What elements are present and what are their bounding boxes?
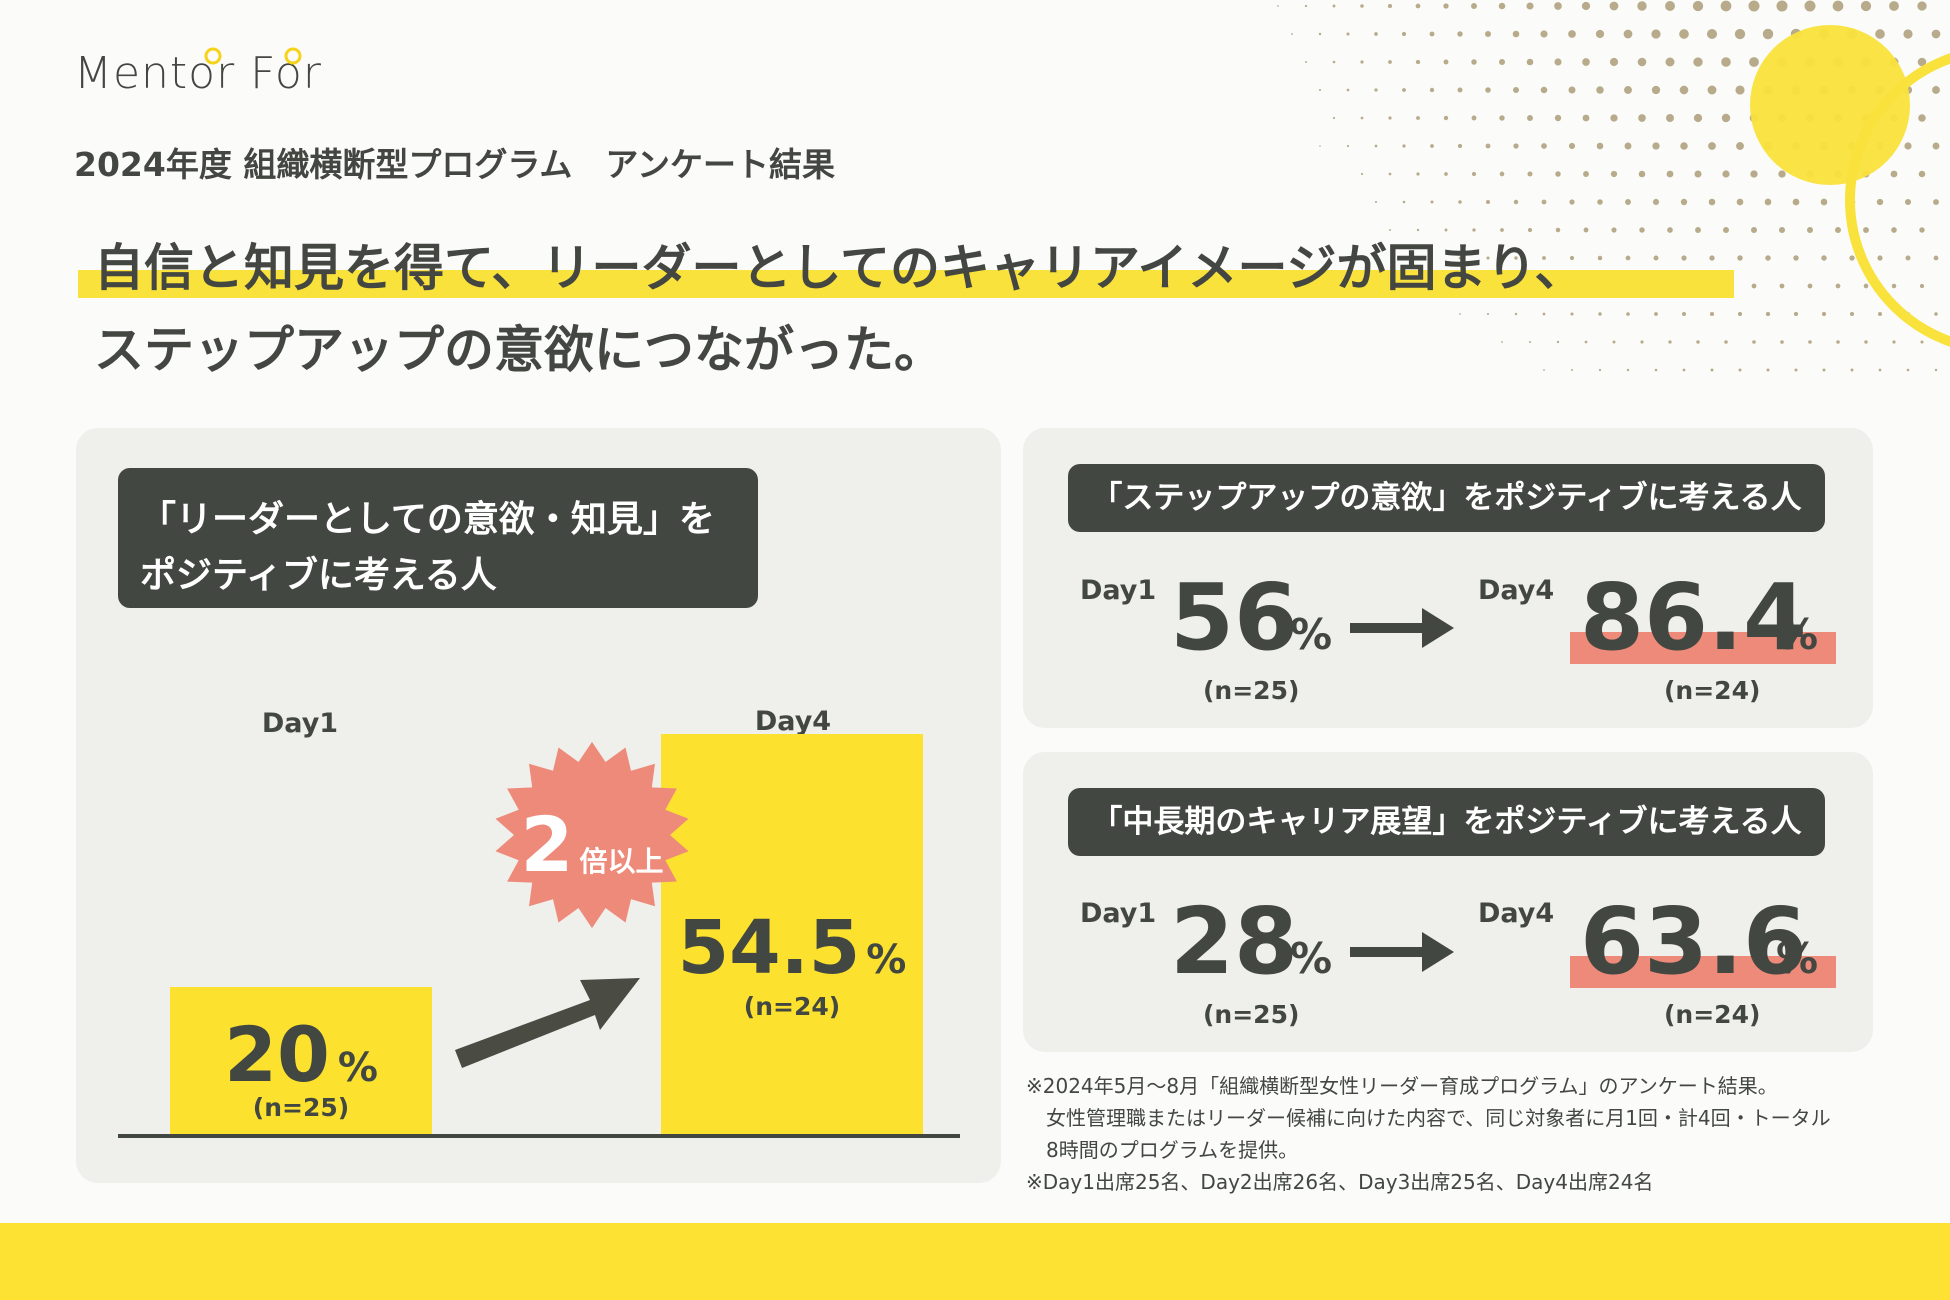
leader-chart-title-line-1: 「リーダーとしての意欲・知見」を bbox=[140, 499, 715, 540]
stepup-day1-n: (n=25) bbox=[1203, 676, 1300, 705]
career-day4-unit: % bbox=[1776, 934, 1819, 983]
brand-logo: Mentor For bbox=[74, 48, 322, 99]
stepup-title: 「ステップアップの意欲」をポジティブに考える人 bbox=[1068, 464, 1825, 532]
bar-day4-value-group: 54.5% bbox=[661, 905, 923, 991]
footnote-line: ※2024年5月〜8月「組織横断型女性リーダー育成プログラム」のアンケート結果。 bbox=[1026, 1074, 1778, 1098]
bar-day1-label: Day1 bbox=[261, 708, 339, 739]
headline-highlight bbox=[78, 270, 1734, 298]
career-day1-unit: % bbox=[1290, 934, 1333, 983]
burst-badge-text: 2 倍以上 bbox=[462, 800, 722, 889]
bar-day1-unit: % bbox=[337, 1045, 378, 1091]
decorative-dots bbox=[1277, 0, 1950, 372]
bar-day1 bbox=[170, 987, 432, 1134]
bar-day1-value: 20 bbox=[224, 1010, 330, 1099]
career-arrow-icon bbox=[1350, 932, 1454, 972]
burst-badge-label: 倍以上 bbox=[579, 845, 664, 878]
logo-loop-icon bbox=[204, 47, 302, 65]
headline-line-1: 自信と知見を得て、リーダーとしてのキャリアイメージが固まり、 bbox=[94, 239, 1585, 297]
bar-day4-value: 54.5 bbox=[677, 905, 861, 991]
headline-line-2: ステップアップの意欲につながった。 bbox=[94, 321, 944, 379]
career-day1-value: 28 bbox=[1170, 888, 1299, 995]
growth-arrow-icon bbox=[455, 978, 640, 1068]
stepup-day1-label: Day1 bbox=[1080, 575, 1157, 606]
footer-band bbox=[0, 1223, 1950, 1300]
stepup-day4-n: (n=24) bbox=[1664, 676, 1761, 705]
career-day4-value: 63.6 bbox=[1580, 888, 1807, 995]
bar-day4-label: Day4 bbox=[754, 706, 832, 737]
chart-baseline bbox=[118, 1134, 960, 1138]
bar-day4-n: (n=24) bbox=[743, 992, 841, 1021]
footnote-line: ※Day1出席25名、Day2出席26名、Day3出席25名、Day4出席24名 bbox=[1026, 1170, 1654, 1194]
footnote-line: 8時間のプログラムを提供。 bbox=[1026, 1138, 1299, 1162]
stepup-day4-highlight bbox=[1570, 632, 1836, 664]
career-day4-highlight bbox=[1570, 956, 1836, 988]
stepup-day4-label: Day4 bbox=[1478, 575, 1555, 606]
stepup-arrow-icon bbox=[1350, 608, 1454, 648]
bar-day4 bbox=[661, 734, 923, 1134]
career-day1-n: (n=25) bbox=[1203, 1000, 1300, 1029]
burst-badge-number: 2 bbox=[520, 800, 574, 889]
burst-badge-icon bbox=[495, 741, 689, 929]
stepup-day1-unit: % bbox=[1290, 610, 1333, 659]
decor-ring-circle bbox=[1845, 53, 1950, 347]
leader-chart-title-line-2: ポジティブに考える人 bbox=[140, 555, 497, 596]
footnotes: ※2024年5月〜8月「組織横断型女性リーダー育成プログラム」のアンケート結果。… bbox=[1026, 1070, 1926, 1198]
decor-filled-circle bbox=[1750, 25, 1910, 185]
page-subtitle: 2024年度 組織横断型プログラム アンケート結果 bbox=[74, 145, 836, 184]
bar-day1-n: (n=25) bbox=[252, 1093, 350, 1122]
footnote-line: 女性管理職またはリーダー候補に向けた内容で、同じ対象者に月1回・計4回・トータル bbox=[1026, 1106, 1831, 1130]
career-day1-label: Day1 bbox=[1080, 898, 1157, 929]
leader-chart-title: 「リーダーとしての意欲・知見」を ポジティブに考える人 bbox=[118, 468, 758, 608]
career-title: 「中長期のキャリア展望」をポジティブに考える人 bbox=[1068, 788, 1825, 856]
stepup-day4-value: 86.4 bbox=[1580, 564, 1807, 671]
bar-day1-value-group: 20% bbox=[170, 1010, 432, 1099]
career-day4-n: (n=24) bbox=[1664, 1000, 1761, 1029]
stepup-day4-unit: % bbox=[1776, 610, 1819, 659]
career-day4-label: Day4 bbox=[1478, 898, 1555, 929]
bar-day4-unit: % bbox=[866, 937, 907, 983]
stepup-day1-value: 56 bbox=[1170, 564, 1299, 671]
